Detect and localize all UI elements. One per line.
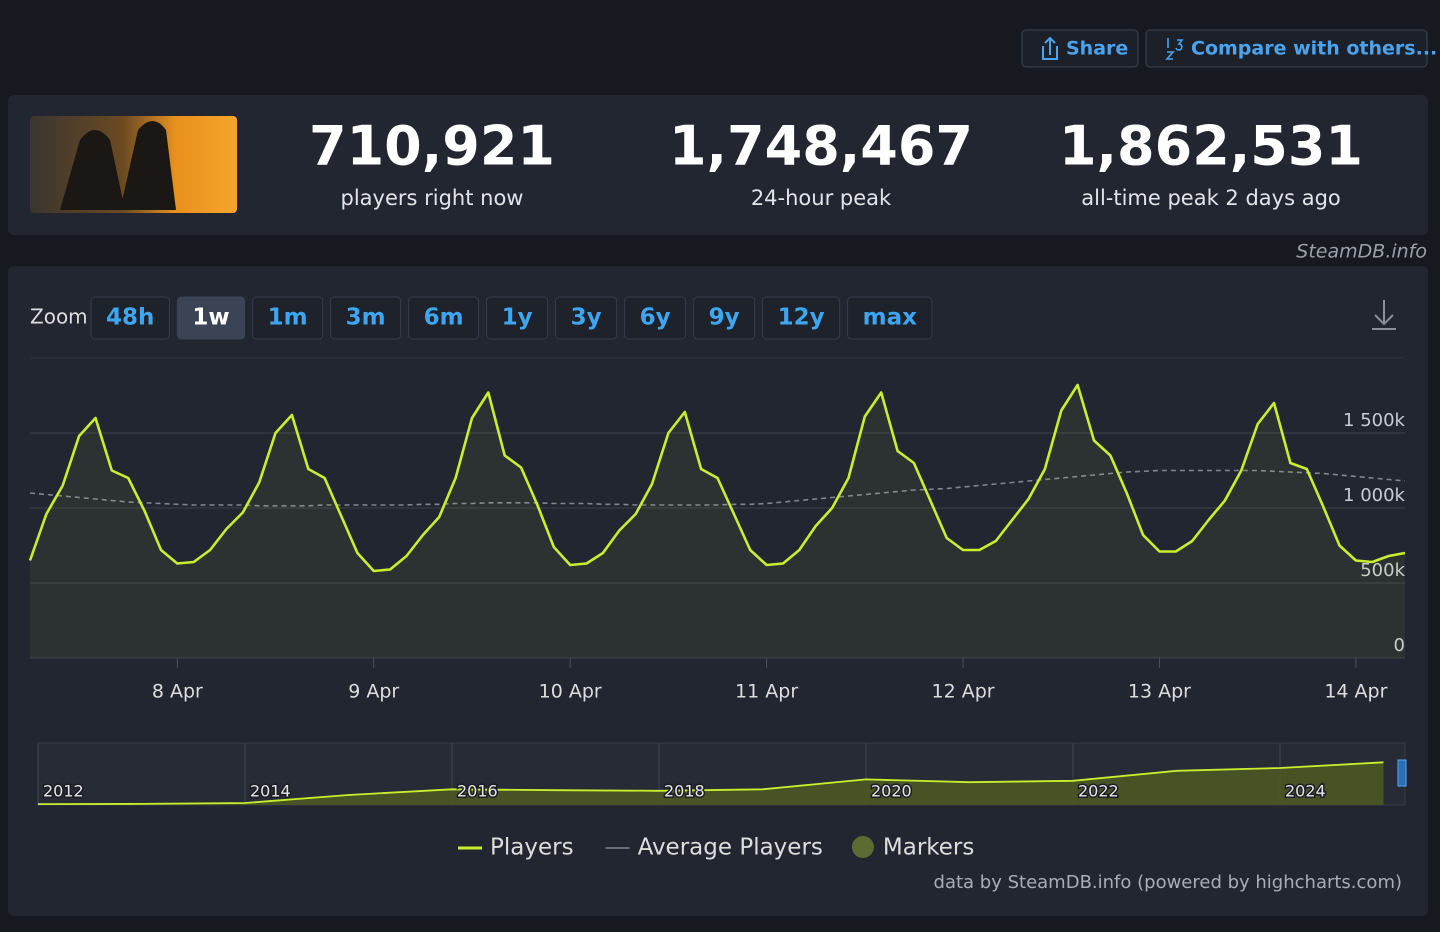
y-tick-label: 0	[1394, 635, 1405, 656]
legend-label: Markers	[883, 835, 974, 861]
x-tick-label: 8 Apr	[152, 681, 203, 703]
legend-swatch	[851, 836, 874, 858]
button-label: 1y	[502, 305, 533, 331]
stat-label: players right now	[341, 186, 524, 210]
credit: data by SteamDB.info (powered by highcha…	[934, 872, 1402, 893]
button-frame	[330, 296, 402, 340]
legend-item[interactable]: Players	[458, 835, 574, 861]
zoom-button[interactable]: 12y	[762, 296, 841, 340]
button-frame	[847, 296, 933, 340]
zoom-button[interactable]: 48h	[90, 296, 170, 340]
y-tick-label: 1 500k	[1343, 410, 1406, 431]
navigator-year-label: 2018	[664, 782, 705, 801]
button-label: Share	[1066, 38, 1128, 60]
stat-label: all-time peak 2 days ago	[1081, 186, 1341, 210]
stat-label: 24-hour peak	[751, 186, 892, 210]
stat-value: 710,921	[309, 115, 555, 178]
compare-button[interactable]: Compare with others...	[1145, 29, 1437, 68]
y-tick-label: 500k	[1360, 560, 1405, 581]
x-tick-label: 11 Apr	[735, 681, 798, 703]
button-frame	[555, 296, 618, 340]
share-button[interactable]: Share	[1021, 29, 1139, 68]
navigator-year-label: 2024	[1285, 782, 1326, 801]
zoom-button[interactable]: 1y	[486, 296, 549, 340]
zoom-button[interactable]: max	[847, 296, 933, 340]
button-frame	[762, 296, 841, 340]
download-icon	[1372, 300, 1396, 330]
button-label: 1w	[192, 305, 229, 331]
navigator-handle[interactable]	[1397, 759, 1407, 787]
series-line	[29, 469, 1406, 507]
download-button[interactable]	[1372, 300, 1396, 330]
series-area	[30, 385, 1405, 658]
zoom-button[interactable]: 3m	[330, 296, 402, 340]
navigator-year-label: 2014	[250, 782, 291, 801]
zoom-button[interactable]: 1w	[176, 296, 246, 340]
legend: Players Average Players Markers	[458, 835, 974, 861]
watermark: SteamDB.info	[1296, 241, 1427, 263]
navigator: 2012 2014 2016 2018 2020 2022 2024	[37, 743, 1407, 805]
stats-card	[8, 95, 1428, 235]
compare-icon	[1165, 38, 1184, 60]
button-label: 6y	[640, 305, 671, 331]
zoom-button[interactable]: 1m	[252, 296, 324, 340]
button-frame	[486, 296, 549, 340]
button-label: 9y	[709, 305, 740, 331]
navigator-year-label: 2016	[457, 782, 498, 801]
x-tick-label: 14 Apr	[1324, 681, 1387, 703]
zoom-label: Zoom	[30, 305, 88, 329]
button-label: 48h	[106, 305, 154, 331]
button-label: max	[863, 305, 917, 331]
legend-label: Players	[490, 835, 574, 861]
legend-item[interactable]: Markers	[851, 835, 974, 861]
button-label: 6m	[424, 305, 464, 331]
zoom-button[interactable]: 6y	[624, 296, 687, 340]
navigator-year-label: 2022	[1078, 782, 1119, 801]
button-frame	[624, 296, 687, 340]
button-label: Compare with others...	[1191, 38, 1437, 60]
legend-label: Average Players	[638, 835, 823, 861]
button-label: 3y	[571, 305, 602, 331]
x-tick-label: 12 Apr	[931, 681, 994, 703]
zoom-button[interactable]: 9y	[693, 296, 756, 340]
stat-value: 1,748,467	[669, 115, 973, 178]
button-label: 12y	[778, 305, 825, 331]
share-icon	[1042, 36, 1058, 60]
button-label: 3m	[346, 305, 386, 331]
navigator-year-label: 2020	[871, 782, 912, 801]
plot: 0 500k 1 000k 1 500k 8 Apr 9 Apr 10 Apr 11 Apr 1…	[28, 357, 1406, 703]
button-frame	[252, 296, 324, 340]
navigator-line	[37, 761, 1384, 805]
button-frame	[408, 296, 480, 340]
button-frame	[693, 296, 756, 340]
zoom-button[interactable]: 6m	[408, 296, 480, 340]
x-tick-label: 13 Apr	[1128, 681, 1191, 703]
cover-figures	[60, 121, 176, 210]
navigator-year-label: 2012	[43, 782, 84, 801]
button-frame	[176, 296, 246, 340]
x-tick-label: 10 Apr	[539, 681, 602, 703]
y-tick-label: 1 000k	[1343, 485, 1406, 506]
button-label: 1m	[268, 305, 308, 331]
zoom-button[interactable]: 3y	[555, 296, 618, 340]
button-frame	[90, 296, 170, 340]
x-tick-label: 9 Apr	[348, 681, 399, 703]
stat-value: 1,862,531	[1059, 115, 1363, 178]
legend-item[interactable]: Average Players	[605, 835, 823, 861]
series-line	[28, 383, 1406, 573]
button-frame	[1145, 29, 1428, 68]
zoom-buttons: 48h 1w 1m 3m 6m 1y 3y 6y 9y 12y max	[90, 296, 933, 340]
